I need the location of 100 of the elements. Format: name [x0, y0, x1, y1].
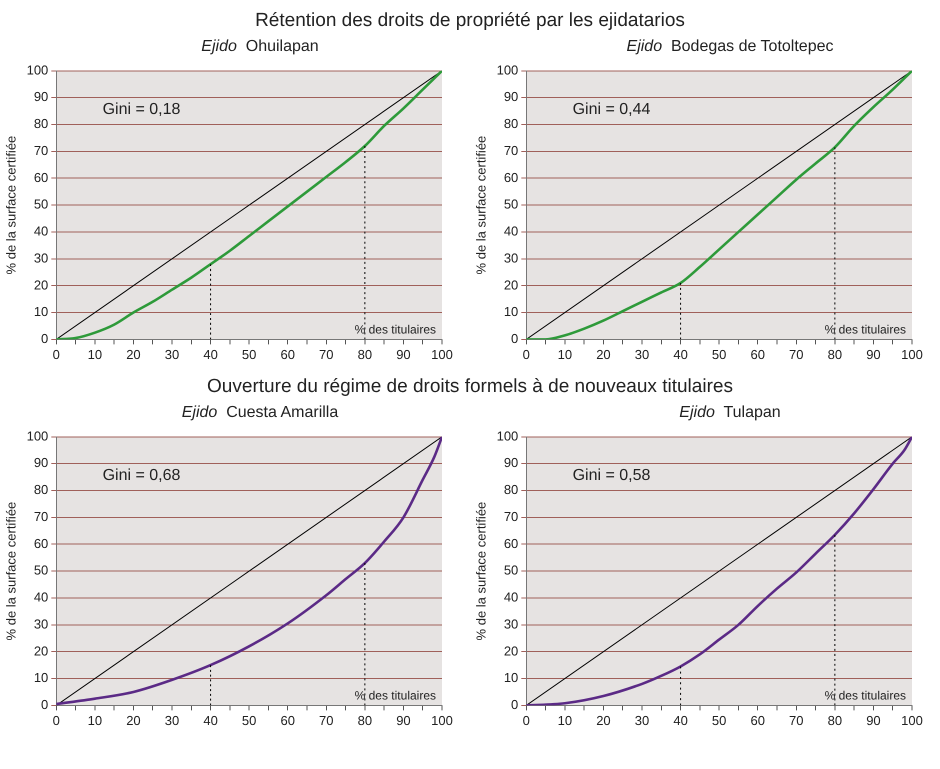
x-tick-label: 90 [866, 712, 881, 728]
x-tick-label: 40 [673, 346, 688, 362]
y-tick-label: 30 [34, 616, 48, 632]
x-tick-label: 10 [558, 712, 572, 728]
y-tick-label: 100 [26, 428, 48, 444]
y-tick-label: 100 [496, 428, 518, 444]
y-tick-label: 90 [504, 455, 518, 470]
y-tick-label: 50 [34, 196, 48, 212]
y-tick-label: 10 [504, 670, 518, 686]
y-tick-label: 30 [34, 250, 48, 266]
x-tick-label: 30 [164, 712, 180, 728]
x-tick-label: 10 [88, 712, 102, 728]
x-tick-label: 80 [828, 712, 842, 728]
x-tick-label: 70 [789, 346, 804, 362]
chart-title: Ouverture du régime de droits formels à de nouveaux titulaires [206, 375, 734, 399]
x-axis-title: % des titulaires [354, 322, 436, 337]
x-tick-label: 50 [712, 346, 726, 362]
x-tick-label: 20 [596, 712, 611, 728]
x-tick-label: 20 [596, 346, 611, 362]
y-tick-label: 10 [34, 670, 48, 686]
y-tick-label: 80 [34, 116, 48, 132]
x-tick-label: 60 [280, 346, 295, 362]
y-axis-title: % de la surface certifiée [3, 502, 18, 640]
chart-subtitle: Ejido Tulapan [678, 404, 782, 423]
y-tick-label: 40 [504, 224, 518, 239]
y-tick-label: 30 [504, 616, 518, 632]
chart-subtitle: Ejido Cuesta Amarilla [180, 404, 340, 423]
y-tick-label: 20 [504, 643, 518, 658]
chart-title: Rétention des droits de propriété par les ejidatarios [254, 9, 686, 33]
x-tick-label: 40 [203, 712, 218, 728]
y-tick-label: 100 [496, 62, 518, 78]
x-tick-label: 30 [634, 346, 650, 362]
x-tick-label: 100 [431, 712, 453, 728]
y-tick-label: 0 [511, 696, 518, 712]
annotation: Gini = 0,18 [102, 101, 181, 118]
x-tick-label: 0 [52, 346, 60, 362]
y-tick-label: 80 [34, 482, 48, 498]
y-tick-label: 10 [504, 304, 518, 320]
y-tick-label: 0 [41, 330, 48, 346]
y-tick-label: 20 [34, 643, 48, 658]
x-tick-label: 0 [52, 712, 60, 728]
x-tick-label: 40 [203, 346, 218, 362]
x-axis-title: % des titulaires [824, 322, 906, 337]
x-tick-label: 50 [242, 346, 256, 362]
y-tick-label: 80 [504, 482, 518, 498]
y-tick-label: 60 [504, 170, 518, 185]
y-tick-label: 10 [34, 304, 48, 320]
x-tick-label: 90 [396, 712, 411, 728]
y-tick-label: 30 [504, 250, 518, 266]
x-tick-label: 20 [126, 712, 141, 728]
x-tick-label: 0 [522, 712, 530, 728]
x-tick-label: 60 [750, 346, 765, 362]
y-tick-label: 60 [34, 170, 48, 185]
x-axis-title: % des titulaires [354, 688, 436, 703]
x-tick-label: 80 [358, 346, 372, 362]
y-tick-label: 70 [34, 142, 48, 158]
y-tick-label: 0 [511, 330, 518, 346]
x-tick-label: 80 [358, 712, 372, 728]
x-tick-label: 30 [164, 346, 180, 362]
annotation: Gini = 0,58 [572, 467, 651, 484]
y-tick-label: 70 [34, 508, 48, 524]
x-tick-label: 70 [789, 712, 804, 728]
y-tick-label: 90 [34, 89, 48, 104]
chart-subtitle: Ejido Ohuilapan [200, 38, 320, 57]
x-tick-label: 80 [828, 346, 842, 362]
x-axis-title: % des titulaires [824, 688, 906, 703]
y-tick-label: 50 [504, 562, 518, 578]
y-tick-label: 50 [34, 562, 48, 578]
y-tick-label: 90 [34, 455, 48, 470]
y-axis-title: % de la surface certifiée [473, 136, 488, 274]
x-tick-label: 60 [750, 712, 765, 728]
chart-subtitle: Ejido Bodegas de Totoltepec [626, 38, 834, 57]
x-tick-label: 50 [242, 712, 256, 728]
x-tick-label: 0 [522, 346, 530, 362]
y-tick-label: 70 [504, 508, 518, 524]
x-tick-label: 70 [319, 346, 334, 362]
y-tick-label: 80 [504, 116, 518, 132]
y-tick-label: 40 [504, 590, 518, 605]
y-tick-label: 100 [26, 62, 48, 78]
y-tick-label: 40 [34, 590, 48, 605]
y-tick-label: 40 [34, 224, 48, 239]
annotation: Gini = 0,44 [572, 101, 651, 118]
y-tick-label: 70 [504, 142, 518, 158]
y-axis-title: % de la surface certifiée [473, 502, 488, 640]
x-tick-label: 90 [866, 346, 881, 362]
x-tick-label: 10 [88, 346, 102, 362]
y-tick-label: 50 [504, 196, 518, 212]
x-tick-label: 100 [431, 346, 453, 362]
x-tick-label: 30 [634, 712, 650, 728]
x-tick-label: 50 [712, 712, 726, 728]
x-tick-label: 10 [558, 346, 572, 362]
y-tick-label: 60 [504, 536, 518, 551]
y-axis-title: % de la surface certifiée [3, 136, 18, 274]
x-tick-label: 90 [396, 346, 411, 362]
y-tick-label: 20 [34, 277, 48, 292]
x-tick-label: 70 [319, 712, 334, 728]
x-tick-label: 60 [280, 712, 295, 728]
y-tick-label: 60 [34, 536, 48, 551]
y-tick-label: 90 [504, 89, 518, 104]
y-tick-label: 0 [41, 696, 48, 712]
